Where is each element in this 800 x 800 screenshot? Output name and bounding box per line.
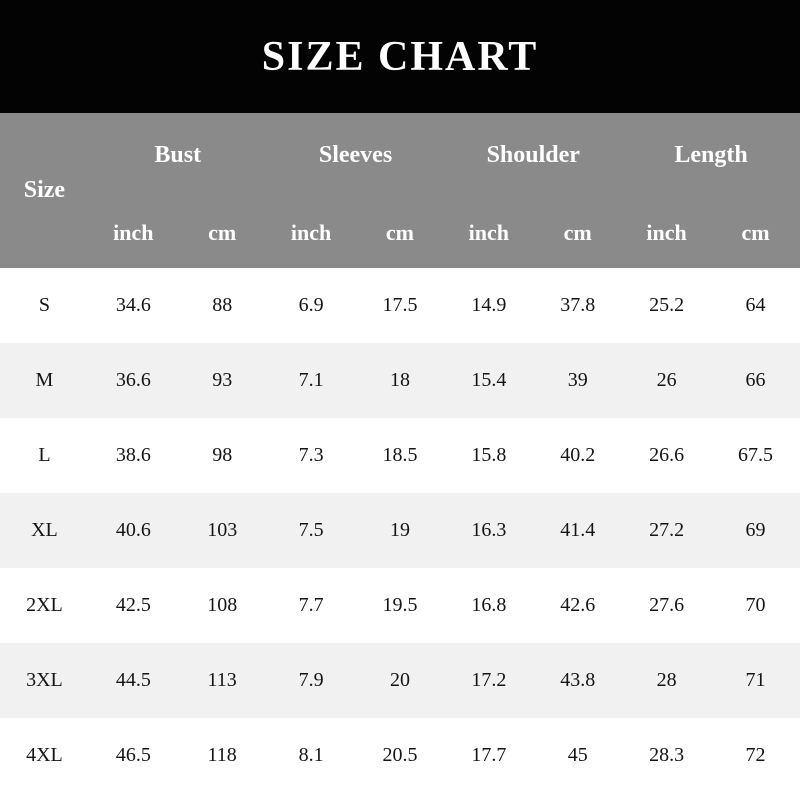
cell-sleeves-inch: 7.7 (298, 594, 324, 616)
cell-length-cm: 69 (745, 519, 766, 541)
cell-shoulder-cm: 42.6 (560, 594, 596, 616)
cell-shoulder-cm: 40.2 (560, 444, 596, 466)
cell-shoulder-inch: 17.2 (471, 669, 507, 691)
unit-header-bust-cm: cm (177, 197, 267, 268)
cell-sleeves-inch: 7.3 (298, 444, 324, 466)
size-label: 2XL (26, 594, 63, 616)
cell-sleeves-inch: 7.5 (298, 519, 324, 541)
cell-bust-cm: 108 (207, 594, 238, 616)
cell-bust-cm: 113 (207, 669, 237, 691)
size-label: S (38, 294, 50, 316)
cell-bust-inch: 42.5 (115, 594, 151, 616)
cell-sleeves-inch: 6.9 (298, 294, 324, 316)
cell-shoulder-cm: 43.8 (560, 669, 596, 691)
cell-bust-cm: 88 (212, 294, 233, 316)
cell-sleeves-cm: 18.5 (382, 444, 418, 466)
unit-header-shoulder-cm: cm (533, 197, 623, 268)
cell-bust-cm: 118 (207, 744, 237, 766)
size-label: 4XL (26, 744, 63, 766)
cell-length-cm: 71 (745, 669, 766, 691)
cell-bust-inch: 44.5 (115, 669, 151, 691)
size-chart-table: Size Bust Sleeves Shoulder Length inch c… (0, 113, 800, 793)
cell-bust-cm: 98 (212, 444, 233, 466)
table-row-l: L 38.6 98 7.3 18.5 15.8 40.2 26.6 67.5 (0, 418, 800, 493)
page-title: SIZE CHART (261, 33, 539, 80)
size-label: L (38, 444, 51, 466)
cell-sleeves-cm: 20.5 (382, 744, 418, 766)
column-group-bust: Bust (88, 113, 267, 197)
cell-sleeves-cm: 20 (389, 669, 410, 691)
cell-length-inch: 28.3 (649, 744, 685, 766)
table-header: Size Bust Sleeves Shoulder Length inch c… (0, 113, 800, 268)
table-row-s: S 34.6 88 6.9 17.5 14.9 37.8 25.2 64 (0, 268, 800, 343)
title-banner: SIZE CHART (0, 0, 800, 113)
cell-shoulder-cm: 45 (567, 744, 588, 766)
unit-header-sleeves-inch: inch (266, 197, 356, 268)
cell-sleeves-inch: 7.1 (298, 369, 324, 391)
size-label: M (35, 369, 54, 391)
table-row-3xl: 3XL 44.5 113 7.9 20 17.2 43.8 28 71 (0, 643, 800, 718)
cell-sleeves-inch: 8.1 (298, 744, 324, 766)
cell-shoulder-inch: 15.8 (471, 444, 507, 466)
cell-shoulder-cm: 41.4 (560, 519, 596, 541)
unit-header-sleeves-cm: cm (355, 197, 445, 268)
unit-header-length-cm: cm (711, 197, 800, 268)
unit-header-bust-inch: inch (88, 197, 178, 268)
table-row-m: M 36.6 93 7.1 18 15.4 39 26 66 (0, 343, 800, 418)
cell-sleeves-cm: 19 (389, 519, 410, 541)
table-row-4xl: 4XL 46.5 118 8.1 20.5 17.7 45 28.3 72 (0, 718, 800, 793)
header-group-row: Size Bust Sleeves Shoulder Length (0, 113, 800, 268)
cell-length-inch: 27.2 (649, 519, 685, 541)
column-header-size: Size (0, 113, 89, 268)
cell-length-inch: 28 (656, 669, 677, 691)
column-group-sleeves: Sleeves (266, 113, 445, 197)
cell-length-cm: 67.5 (738, 444, 773, 466)
cell-bust-inch: 36.6 (115, 369, 151, 391)
cell-bust-inch: 46.5 (115, 744, 151, 766)
cell-length-inch: 27.6 (649, 594, 685, 616)
column-group-length: Length (622, 113, 800, 197)
table-row-xl: XL 40.6 103 7.5 19 16.3 41.4 27.2 69 (0, 493, 800, 568)
cell-sleeves-inch: 7.9 (298, 669, 324, 691)
size-label: XL (31, 519, 58, 541)
cell-bust-inch: 38.6 (115, 444, 151, 466)
cell-bust-cm: 93 (212, 369, 233, 391)
column-group-shoulder: Shoulder (444, 113, 623, 197)
cell-length-cm: 64 (745, 294, 766, 316)
cell-shoulder-cm: 39 (567, 369, 588, 391)
cell-length-cm: 66 (745, 369, 766, 391)
cell-length-cm: 70 (745, 594, 766, 616)
cell-shoulder-inch: 14.9 (471, 294, 507, 316)
cell-shoulder-inch: 16.8 (471, 594, 507, 616)
table-body: S 34.6 88 6.9 17.5 14.9 37.8 25.2 64 M 3… (0, 268, 800, 793)
table-row-2xl: 2XL 42.5 108 7.7 19.5 16.8 42.6 27.6 70 (0, 568, 800, 643)
size-label: 3XL (26, 669, 63, 691)
cell-shoulder-inch: 17.7 (471, 744, 507, 766)
cell-bust-inch: 40.6 (115, 519, 151, 541)
cell-bust-cm: 103 (207, 519, 238, 541)
header-unit-row: inch cm inch cm inch cm inch cm (0, 197, 800, 268)
cell-length-cm: 72 (745, 744, 766, 766)
unit-header-shoulder-inch: inch (444, 197, 534, 268)
unit-header-length-inch: inch (622, 197, 711, 268)
cell-bust-inch: 34.6 (115, 294, 151, 316)
cell-sleeves-cm: 19.5 (382, 594, 418, 616)
cell-sleeves-cm: 18 (389, 369, 410, 391)
cell-sleeves-cm: 17.5 (382, 294, 418, 316)
cell-length-inch: 26 (656, 369, 677, 391)
cell-length-inch: 26.6 (649, 444, 685, 466)
cell-length-inch: 25.2 (649, 294, 685, 316)
cell-shoulder-inch: 15.4 (471, 369, 507, 391)
cell-shoulder-inch: 16.3 (471, 519, 507, 541)
cell-shoulder-cm: 37.8 (560, 294, 596, 316)
